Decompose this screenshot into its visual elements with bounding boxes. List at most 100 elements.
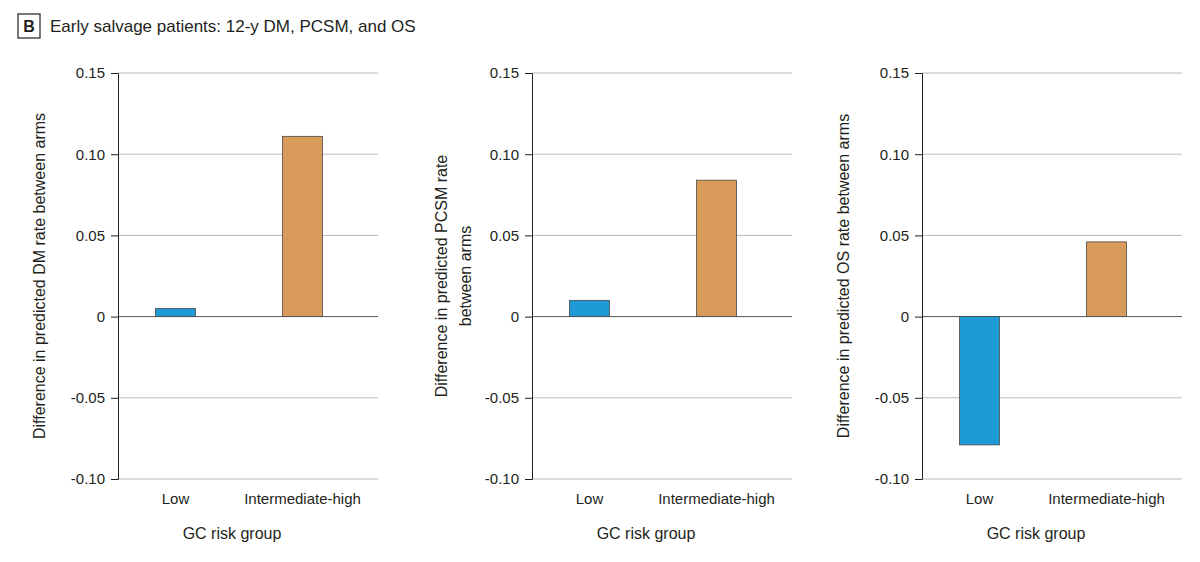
y-tick-mark [915, 317, 922, 318]
grid-line [532, 479, 792, 480]
grid [118, 73, 378, 479]
x-tick: Low [966, 490, 994, 507]
y-tick-mark [915, 398, 922, 399]
y-tick: -0.10 [875, 470, 922, 487]
grid-line [118, 479, 378, 480]
y-tick-mark [111, 398, 118, 399]
y-tick-label: 0.15 [880, 64, 909, 81]
y-tick-label: -0.10 [485, 470, 519, 487]
y-tick: -0.05 [485, 389, 532, 406]
subplot: -0.10 -0.05 0 0.05 0.10 0.15 Low Intermediate-h… [31, 64, 378, 542]
grid-line [118, 235, 378, 236]
grid [532, 73, 792, 479]
x-tick: Low [576, 490, 604, 507]
grid-line [532, 235, 792, 236]
x-tick: Intermediate-high [244, 490, 361, 507]
y-tick-label: 0 [901, 308, 909, 325]
bar [697, 180, 737, 316]
y-tick: -0.10 [485, 470, 532, 487]
grid-line [922, 73, 1182, 74]
y-tick-label: -0.10 [875, 470, 909, 487]
grid-line [532, 397, 792, 398]
grid [922, 73, 1182, 479]
y-tick: 0 [511, 308, 532, 325]
grid-line [532, 154, 792, 155]
y-tick-mark [111, 154, 118, 155]
y-tick-label: -0.05 [485, 389, 519, 406]
y-tick: 0 [97, 308, 118, 325]
y-tick: -0.10 [71, 470, 118, 487]
y-tick-label: -0.05 [71, 389, 105, 406]
grid-line [118, 154, 378, 155]
y-tick-mark [111, 317, 118, 318]
y-tick-label: -0.10 [71, 470, 105, 487]
y-tick: 0.05 [880, 227, 922, 244]
y-tick-mark [111, 235, 118, 236]
y-tick-mark [111, 479, 118, 480]
y-tick-mark [915, 479, 922, 480]
x-tick: Low [162, 490, 190, 507]
bar [570, 300, 610, 316]
bars [570, 180, 737, 316]
y-tick-label: 0.15 [76, 64, 105, 81]
x-tick: Intermediate-high [1048, 490, 1165, 507]
y-tick-label: 0.05 [76, 227, 105, 244]
y-tick-mark [915, 235, 922, 236]
y-tick-label: 0.05 [880, 227, 909, 244]
y-tick-label: 0.10 [76, 146, 105, 163]
panel-title: Early salvage patients: 12-y DM, PCSM, a… [50, 17, 416, 36]
y-tick: 0.15 [76, 64, 118, 81]
x-tick-label: Intermediate-high [658, 490, 775, 507]
y-axis-line [525, 74, 533, 480]
y-axis-line [111, 74, 119, 480]
figure: BEarly salvage patients: 12-y DM, PCSM, … [0, 0, 1200, 562]
x-tick-label: Low [576, 490, 604, 507]
y-tick: 0 [901, 308, 922, 325]
y-tick-mark [525, 73, 532, 74]
x-axis: Low Intermediate-high [162, 490, 361, 507]
y-tick-label: 0 [511, 308, 519, 325]
y-axis: -0.10 -0.05 0 0.05 0.10 0.15 [485, 64, 533, 487]
y-tick-mark [915, 154, 922, 155]
grid-line [118, 73, 378, 74]
x-tick-label: Intermediate-high [244, 490, 361, 507]
y-axis: -0.10 -0.05 0 0.05 0.10 0.15 [875, 64, 923, 487]
y-axis: -0.10 -0.05 0 0.05 0.10 0.15 [71, 64, 119, 487]
grid-line [922, 154, 1182, 155]
bar [156, 308, 196, 316]
y-tick: 0.15 [490, 64, 532, 81]
x-tick: Intermediate-high [658, 490, 775, 507]
y-tick-mark [525, 154, 532, 155]
bars [156, 136, 323, 316]
y-tick-mark [525, 398, 532, 399]
y-axis-title: between arms [457, 226, 474, 327]
y-axis-title: Difference in predicted PCSM rate [433, 155, 450, 398]
bar [960, 317, 1000, 445]
y-tick-label: 0.15 [490, 64, 519, 81]
x-axis: Low Intermediate-high [576, 490, 775, 507]
bars [960, 242, 1127, 445]
y-tick-mark [915, 73, 922, 74]
x-tick-label: Low [162, 490, 190, 507]
y-tick: 0.05 [490, 227, 532, 244]
grid-line [532, 73, 792, 74]
subplot: -0.10 -0.05 0 0.05 0.10 0.15 Low Intermediate-h… [433, 64, 792, 542]
x-axis-title: GC risk group [987, 525, 1086, 542]
x-tick-label: Intermediate-high [1048, 490, 1165, 507]
y-tick: 0.15 [880, 64, 922, 81]
y-tick-label: 0.10 [490, 146, 519, 163]
y-tick-mark [525, 479, 532, 480]
panel-label-box [18, 14, 40, 38]
bar [283, 136, 323, 316]
x-axis-title: GC risk group [183, 525, 282, 542]
y-tick: -0.05 [71, 389, 118, 406]
y-tick: 0.05 [76, 227, 118, 244]
y-tick: 0.10 [490, 146, 532, 163]
grid-line [922, 235, 1182, 236]
y-tick-mark [525, 317, 532, 318]
grid-line [922, 479, 1182, 480]
y-tick-label: -0.05 [875, 389, 909, 406]
y-tick-mark [525, 235, 532, 236]
y-tick: -0.05 [875, 389, 922, 406]
y-tick: 0.10 [880, 146, 922, 163]
